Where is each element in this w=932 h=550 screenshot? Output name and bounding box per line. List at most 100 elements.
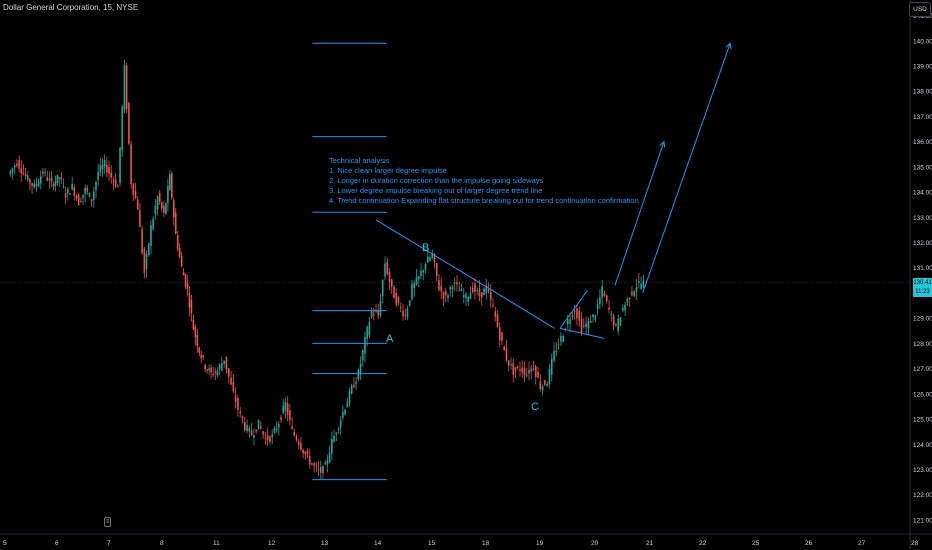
candle-body [342,412,344,418]
candle-body [608,307,610,310]
candle-body [123,64,126,110]
candle-body [169,173,171,191]
candle-body [90,199,93,202]
candle-body [206,369,208,371]
candle-body [317,468,320,470]
candle-body [119,147,121,183]
candle-body [523,368,526,376]
event-marker-icon[interactable]: ≡ [104,517,111,527]
candle-body [601,286,603,298]
candle-body [562,335,565,343]
candle-body [56,174,59,183]
wave-label-c[interactable]: C [531,401,539,413]
candle-body [548,368,551,384]
candle-body [592,314,594,318]
candle-body [422,270,425,273]
x-tick-label: 13 [321,540,329,547]
candle-body [271,434,273,438]
candle-body [324,462,327,465]
currency-button[interactable]: USD [909,2,931,17]
candle-body [172,200,175,217]
candle-body [54,181,57,186]
y-tick-label: 136.00 [913,139,932,146]
candle-body [176,235,179,249]
y-tick-label: 122.00 [913,492,932,499]
analysis-note[interactable]: Technical analysis 1. Nice clean larger d… [329,156,639,206]
candle-body [225,356,228,370]
candle-body [101,165,104,170]
candle-body [182,272,185,276]
candle-body [112,180,115,182]
candle-body [404,314,407,316]
candle-body [280,417,282,421]
projection-arrow-head [725,42,732,50]
candle-body [202,355,205,358]
candle-body [293,431,296,436]
candle-body [35,184,38,187]
candle-body [221,363,223,371]
candle-body [37,181,40,187]
y-tick-label: 128.00 [913,341,932,348]
candle-body [603,293,606,296]
x-tick-label: 11 [213,540,220,547]
candle-body [84,187,86,195]
candle-body [291,426,293,430]
chart-title: Dollar General Corporation, 15, NYSE [3,3,139,12]
candle-body [474,283,476,292]
candle-body [566,319,569,325]
candle-body [485,285,488,294]
candle-body [619,317,622,326]
candle-body [16,163,18,166]
projection-arrow [614,141,665,286]
wave-label-a[interactable]: A [386,333,394,345]
candle-body [223,360,225,364]
candle-body [612,315,615,326]
candle-body [501,332,503,341]
candle-body [348,390,351,403]
candle-body [132,183,135,195]
note-line: 4. Trend continuation Expanding flat str… [329,196,639,205]
candle-body [171,173,173,198]
candle-body [541,385,544,391]
candle-body [212,373,214,376]
candle-body [282,405,285,413]
candle-body [300,443,302,450]
candle-body [184,274,187,287]
candle-body [525,374,528,376]
candle-body [366,326,368,340]
candle-body [546,383,548,387]
candle-body [165,203,167,214]
candle-body [442,291,445,299]
candle-body [302,449,304,454]
candle-body [82,194,84,199]
candle-body [544,380,546,385]
candle-body [52,184,55,187]
x-tick-label: 6 [55,540,59,547]
y-tick-label: 126.00 [913,391,932,398]
trend-line [375,219,555,329]
candle-body [150,225,152,246]
candle-body [67,188,69,194]
candle-body [353,384,355,388]
candle-body [143,248,146,273]
wave-label-b[interactable]: B [422,242,430,254]
note-line: Technical analysis [329,156,390,165]
candle-body [615,323,617,325]
candle-body [344,409,346,415]
x-tick-label: 15 [428,540,436,547]
x-tick-label: 22 [699,540,707,547]
candle-body [471,287,474,292]
candle-body [393,286,395,299]
last-price-tag: 130.41 11:23 [913,278,932,297]
candle-body [397,296,400,304]
candle-body [241,416,244,420]
candle-body [388,272,391,282]
note-line: 2. Longer in duration correction than th… [329,176,544,185]
candle-body [194,327,197,337]
candle-body [167,185,169,204]
candle-body [232,382,235,392]
candle-body [583,325,585,327]
candle-body [246,424,248,431]
candle-body [103,160,106,167]
